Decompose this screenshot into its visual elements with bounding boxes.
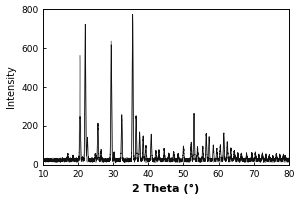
X-axis label: 2 Theta (°): 2 Theta (°) — [132, 184, 200, 194]
Y-axis label: Intensity: Intensity — [6, 66, 16, 108]
